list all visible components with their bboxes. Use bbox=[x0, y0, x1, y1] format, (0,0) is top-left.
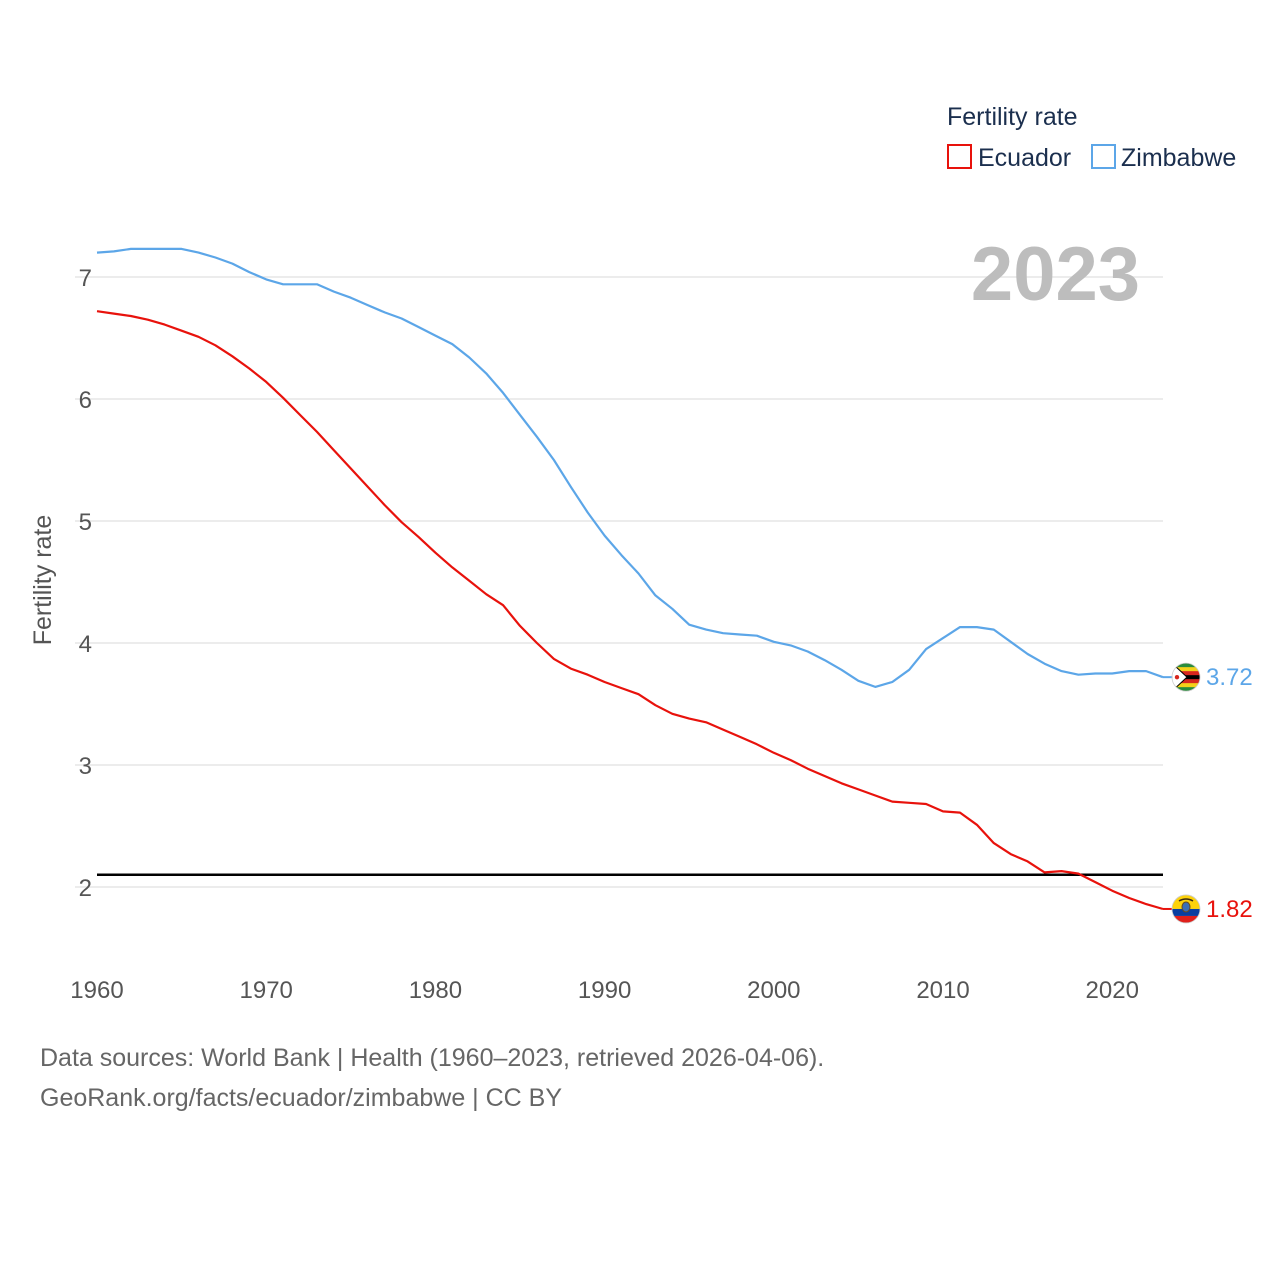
y-tick-label: 4 bbox=[79, 631, 92, 658]
x-tick-label: 1970 bbox=[240, 977, 293, 1004]
x-axis-ticks: 1960 1970 1980 1990 2000 2010 2020 bbox=[70, 977, 1139, 1004]
y-axis-title: Fertility rate bbox=[29, 515, 57, 646]
legend-item-ecuador[interactable]: Ecuador bbox=[947, 144, 1071, 172]
series-line-ecuador[interactable] bbox=[96, 310, 1164, 911]
series-lines bbox=[96, 247, 1164, 911]
end-value-ecuador: 1.82 bbox=[1206, 896, 1253, 923]
footer-attribution[interactable]: GeoRank.org/facts/ecuador/zimbabwe | CC … bbox=[40, 1084, 563, 1112]
y-tick-label: 2 bbox=[79, 875, 92, 902]
footer-sources: Data sources: World Bank | Health (1960–… bbox=[40, 1044, 825, 1072]
legend-swatch-ecuador bbox=[947, 144, 972, 169]
series-line-zimbabwe[interactable] bbox=[96, 247, 1164, 689]
y-axis-ticks: 2 3 4 5 6 7 bbox=[79, 265, 92, 902]
legend-title: Fertility rate bbox=[947, 103, 1078, 131]
legend-label-zimbabwe: Zimbabwe bbox=[1121, 144, 1236, 172]
legend-swatch-zimbabwe bbox=[1091, 144, 1116, 169]
legend: Fertility rate Ecuador Zimbabwe bbox=[947, 103, 1236, 172]
legend-label-ecuador: Ecuador bbox=[978, 144, 1071, 172]
legend-item-zimbabwe[interactable]: Zimbabwe bbox=[1091, 144, 1236, 172]
series-end-markers: 1.82 3.72 bbox=[1163, 662, 1253, 924]
y-tick-label: 3 bbox=[79, 753, 92, 780]
ecuador-flag-icon bbox=[1172, 894, 1200, 923]
x-tick-label: 1990 bbox=[578, 977, 631, 1004]
x-tick-label: 1980 bbox=[409, 977, 462, 1004]
x-tick-label: 2020 bbox=[1086, 977, 1139, 1004]
zimbabwe-flag-icon bbox=[1172, 663, 1200, 692]
gridlines bbox=[75, 276, 1163, 888]
current-year-label: 2023 bbox=[971, 232, 1140, 317]
x-tick-label: 2010 bbox=[916, 977, 969, 1004]
end-value-zimbabwe: 3.72 bbox=[1206, 664, 1253, 691]
y-tick-label: 6 bbox=[79, 387, 92, 414]
x-tick-label: 2000 bbox=[747, 977, 800, 1004]
x-tick-label: 1960 bbox=[70, 977, 123, 1004]
y-tick-label: 7 bbox=[79, 265, 92, 292]
y-tick-label: 5 bbox=[79, 509, 92, 536]
